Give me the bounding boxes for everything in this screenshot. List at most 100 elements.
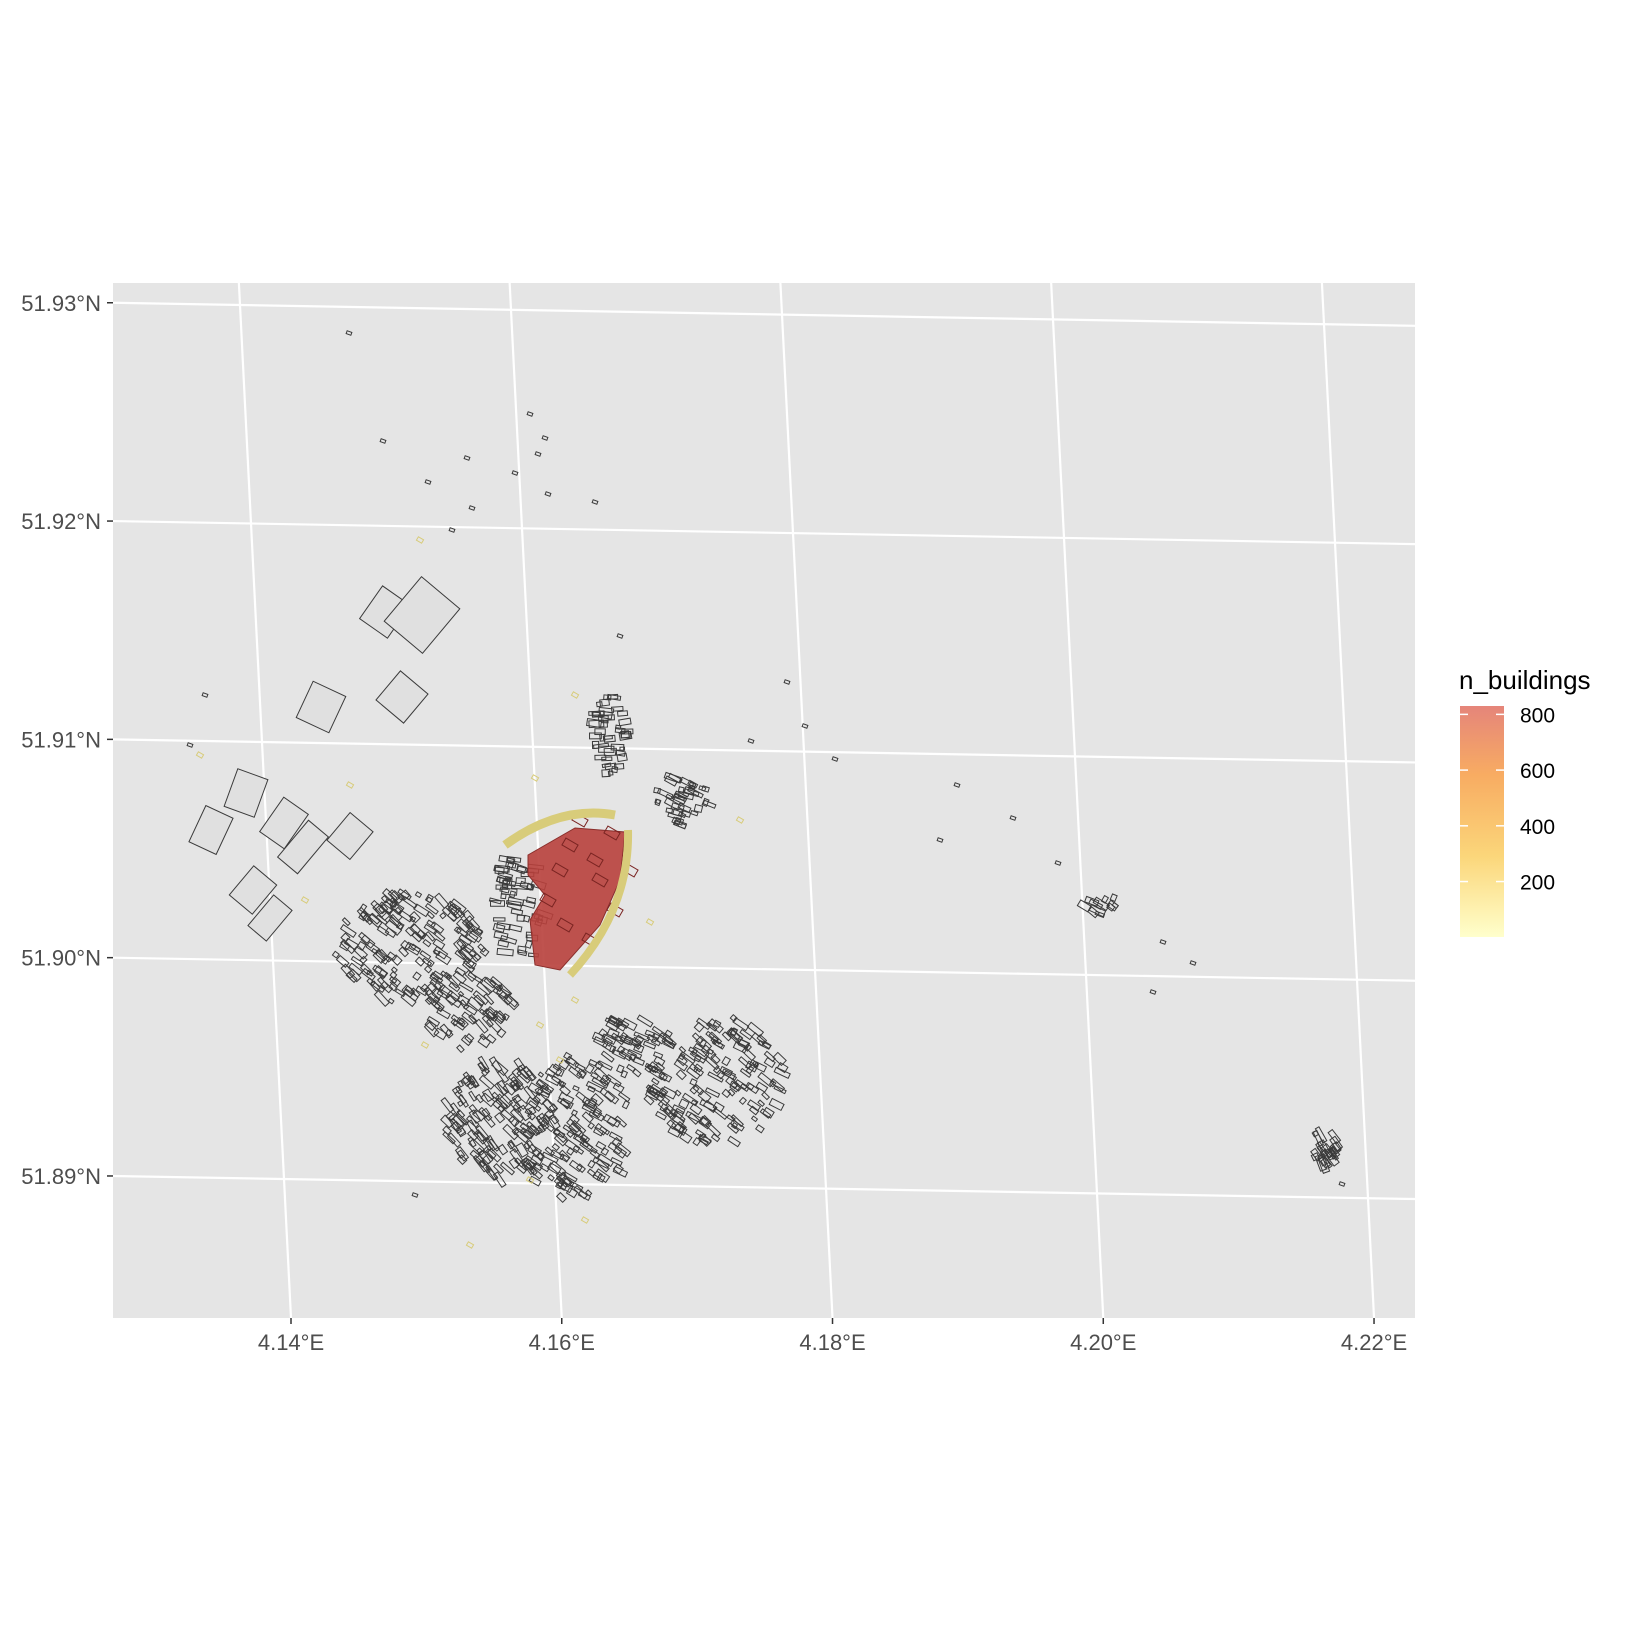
warehouse-building [247,894,293,942]
residential-block [424,997,433,1006]
y-tick-label: 51.92°N [21,509,101,534]
residential-block [483,976,497,989]
residential-block [536,1079,550,1092]
residential-block [676,1054,688,1067]
residential-block [430,921,445,934]
residential-block [757,1071,775,1088]
residential-block [592,1156,610,1169]
residential-block [462,909,475,923]
residential-block [527,1082,544,1097]
residential-block [557,1171,567,1181]
residential-block [452,1113,467,1128]
residential-block [610,1032,625,1046]
residential-block [601,762,612,769]
residential-block [599,1125,611,1136]
parallel-3 [112,956,1416,982]
residential-block [429,976,446,992]
graticule [112,282,1416,1319]
residential-block [429,971,444,985]
residential-block [698,1117,713,1130]
residential-block [692,1137,702,1147]
residential-block [525,1069,534,1078]
residential-block [614,749,626,757]
residential-block [482,1008,496,1022]
residential-block [746,1099,762,1112]
residential-block [528,1175,542,1187]
residential-block [574,1062,586,1072]
residential-block [734,1079,748,1090]
residential-block [678,1098,690,1110]
residential-block [697,1133,712,1148]
residential-block [757,1039,772,1050]
residential-block [1109,893,1118,903]
residential-block [369,980,381,992]
residential-block [521,899,536,909]
residential-block [365,941,381,955]
residential-block [620,730,631,739]
residential-block [496,947,514,957]
residential-block [707,1071,724,1083]
residential-block [572,1084,580,1092]
residential-block [601,1040,616,1053]
residential-block [467,1136,477,1148]
residential-block [721,1088,732,1099]
residential-block [598,745,615,753]
residential-block [537,1123,546,1134]
residential-block [606,1116,618,1128]
residential-block [491,1091,500,1101]
residential-block [673,1110,686,1123]
residential-block [457,1100,464,1107]
residential-block [1327,1128,1342,1145]
residential-block [587,1159,596,1169]
residential-block [591,740,600,749]
residential-block [515,1163,527,1175]
residential-block [439,912,447,920]
residential-block [763,1050,776,1063]
residential-block [492,1171,507,1188]
residential-block [458,934,473,946]
residential-block [482,1144,492,1154]
x-tick-label: 4.18°E [799,1330,865,1355]
harbor-ring-east [567,829,633,978]
residential-block [370,899,385,915]
residential-block [584,1189,593,1197]
residential-block [458,946,474,962]
residential-block [423,1021,440,1038]
warehouse-building [258,796,310,850]
x-tick-label: 4.20°E [1070,1330,1136,1355]
residential-block [558,1080,567,1089]
small-building [953,782,961,788]
medium-density-building [735,816,745,824]
legend-label: 800 [1520,704,1555,727]
small-building [345,330,353,336]
residential-block [507,1115,520,1128]
residential-block [457,1080,465,1088]
residential-block [359,963,373,976]
residential-block [663,1039,676,1050]
residential-block [492,1011,506,1025]
residential-block [568,1066,583,1080]
residential-block [605,1019,620,1032]
residential-block [494,1093,511,1110]
residential-block [421,957,433,967]
residential-block [584,1063,595,1075]
residential-block [414,956,426,967]
residential-block [567,1122,583,1138]
residential-block [592,742,610,750]
residential-block [755,1124,765,1134]
residential-block [614,1142,632,1158]
residential-block [433,949,441,957]
small-building [831,756,839,762]
residential-block [495,884,509,890]
residential-block [517,949,528,957]
residential-block [575,1091,591,1106]
residential-block [521,1065,536,1082]
residential-block [689,1084,700,1095]
legend-label: 600 [1520,760,1555,783]
medium-density-building [645,918,655,926]
residential-block [389,889,404,905]
residential-block [675,1069,687,1081]
building-footprints [186,330,1346,1249]
residential-block [410,987,421,998]
